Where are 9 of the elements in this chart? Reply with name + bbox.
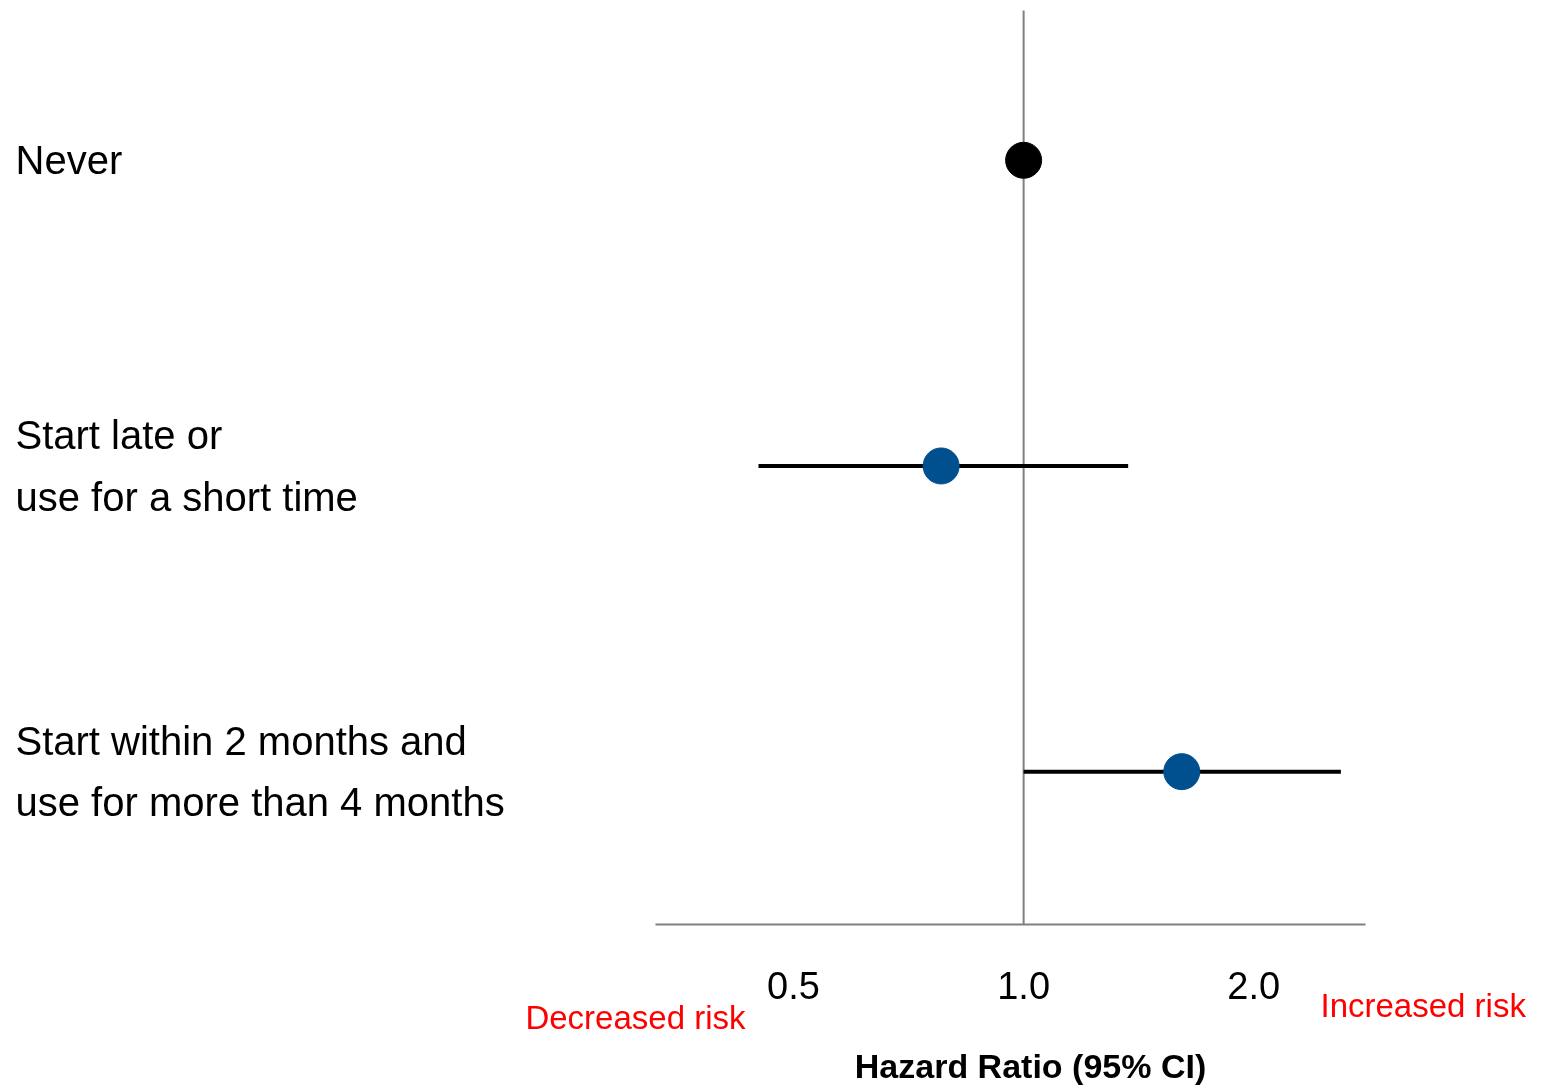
x-tick-label: 0.5 (767, 965, 820, 1007)
x-tick-label: 2.0 (1227, 965, 1281, 1007)
x-axis-title: Hazard Ratio (95% CI) (854, 1046, 1207, 1085)
y-tick-label: Start within 2 months and use for more than 4 months (15, 718, 505, 825)
text: Increased risk (1320, 987, 1527, 1024)
y-tick-label: Never (15, 138, 123, 183)
x-tick-label: 1.0 (997, 965, 1051, 1007)
y-tick-label: Start late or use for a short time (15, 413, 358, 519)
text: Decreased risk (525, 999, 746, 1036)
